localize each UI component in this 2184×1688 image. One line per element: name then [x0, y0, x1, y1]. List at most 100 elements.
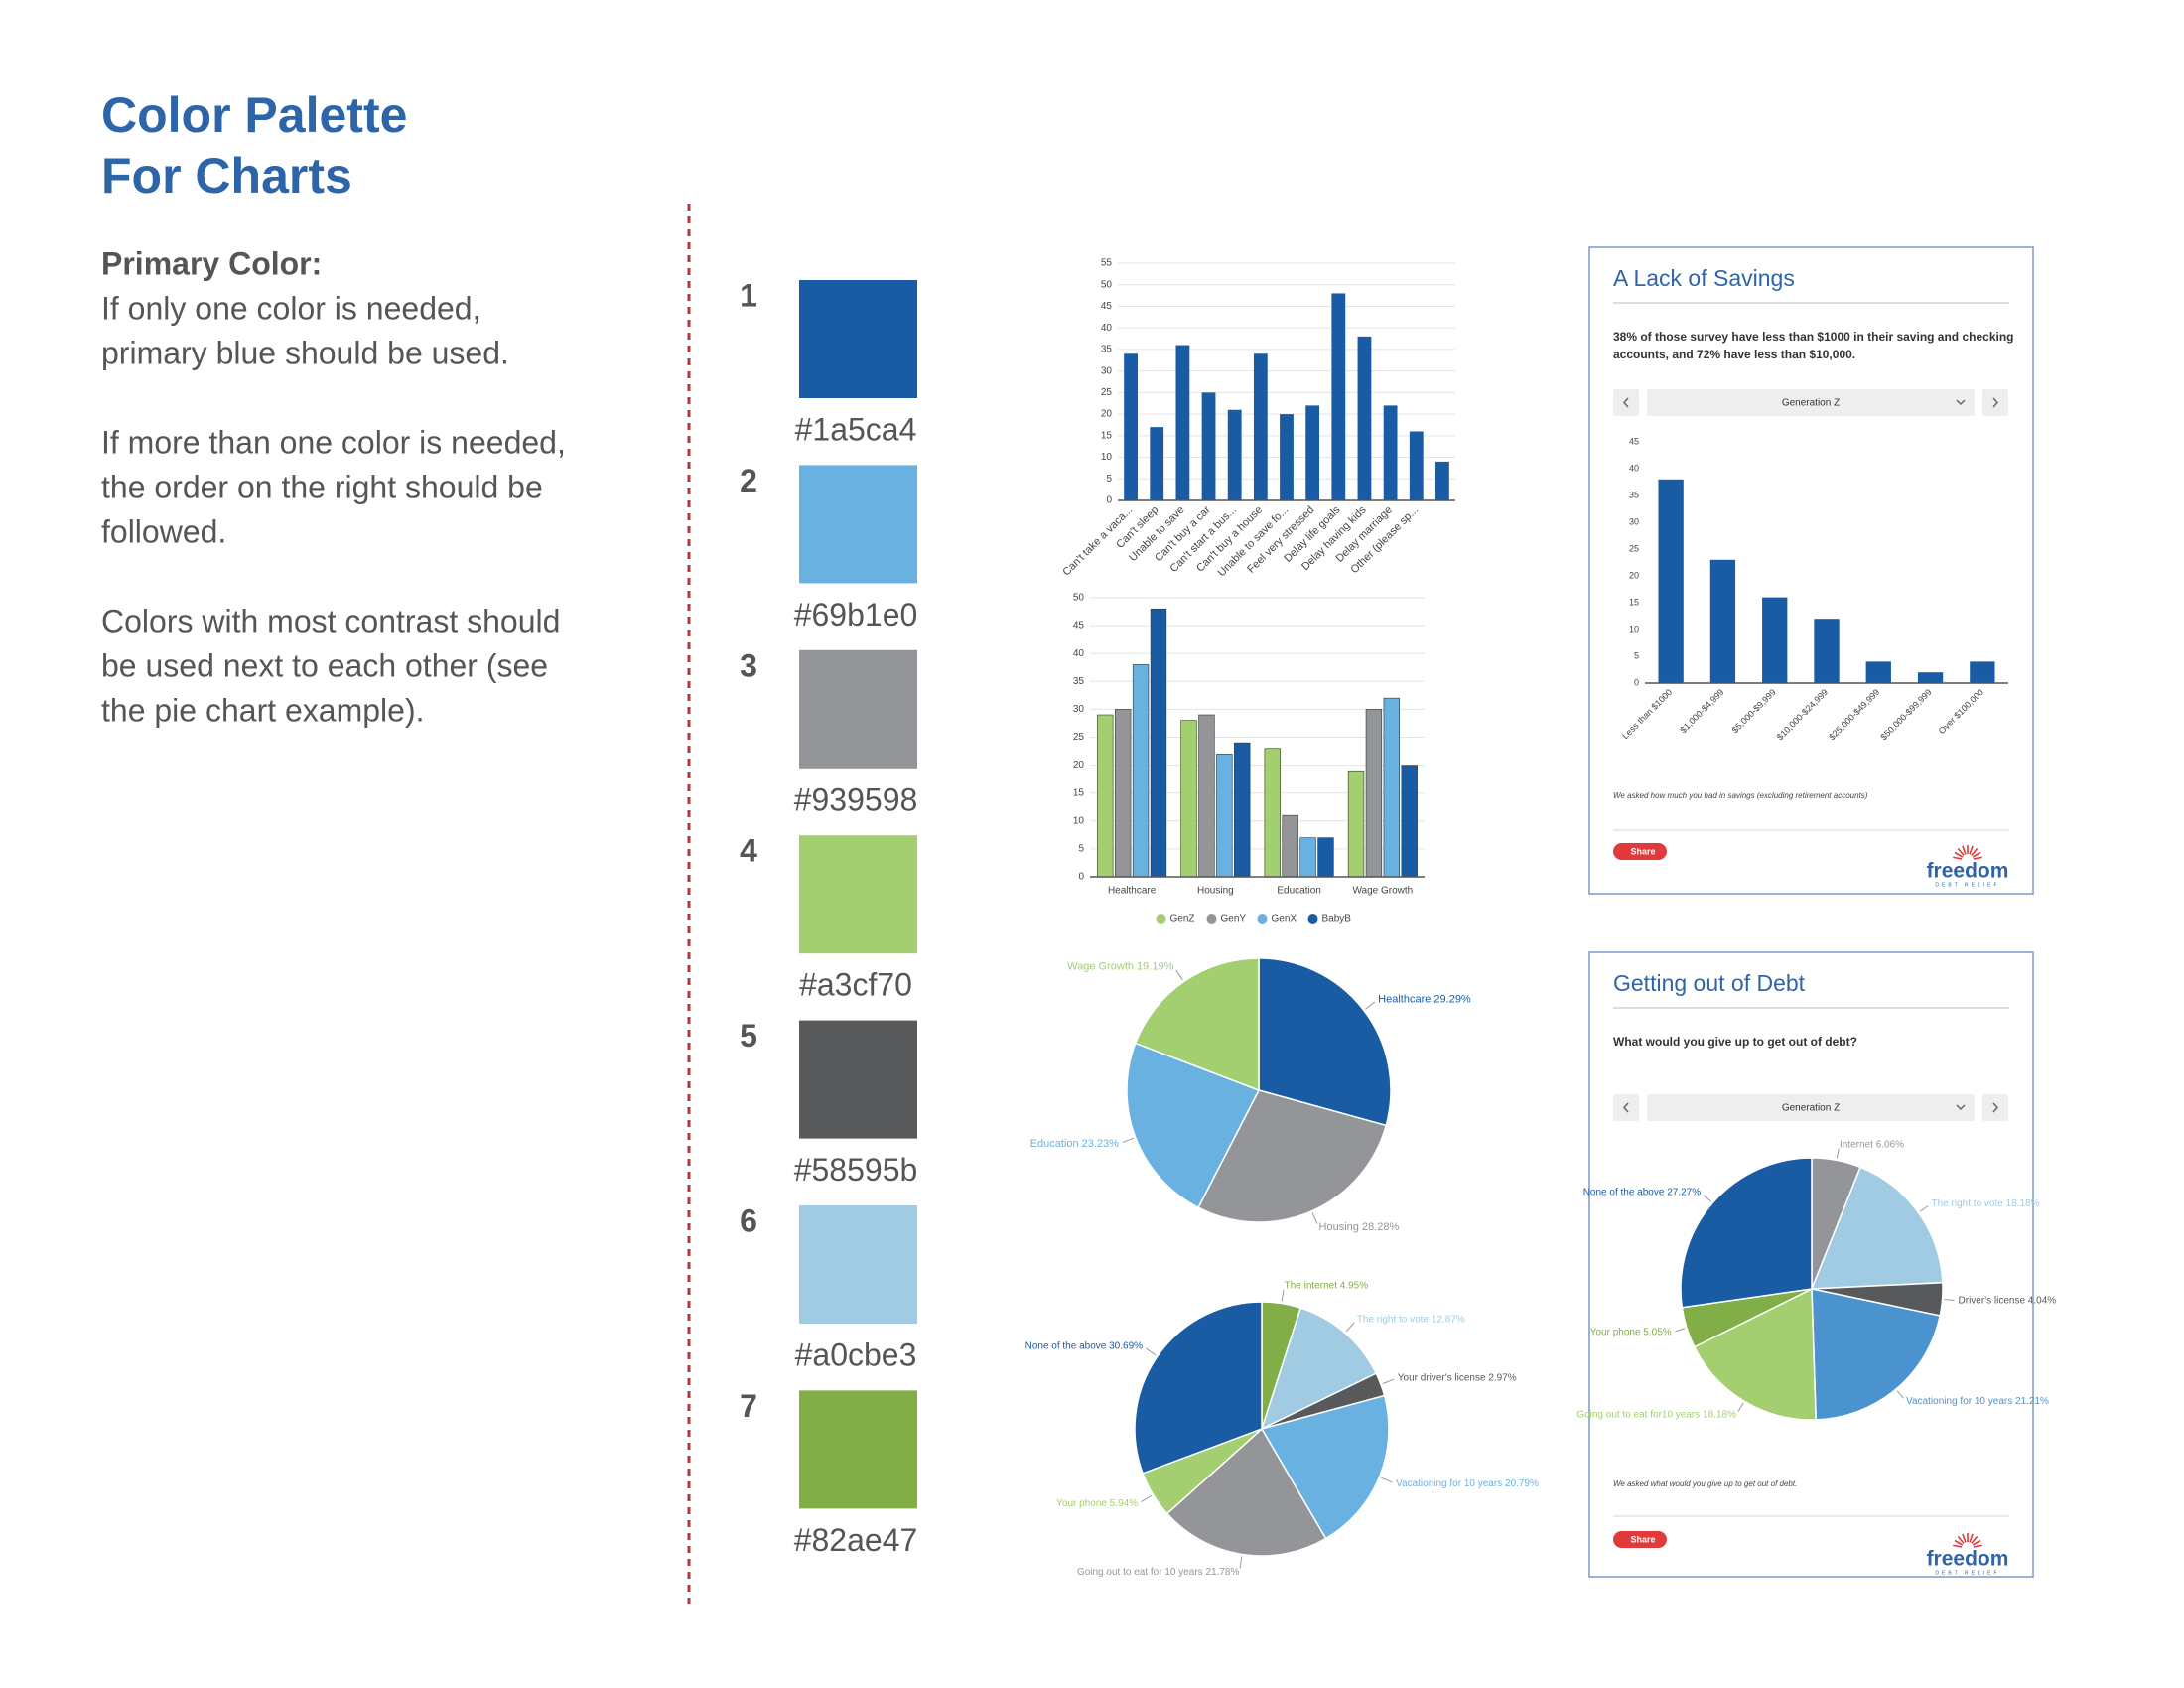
card-title: A Lack of Savings	[1613, 265, 1795, 291]
slice-label: Your phone 5.94%	[1056, 1498, 1138, 1509]
next-button[interactable]	[1982, 389, 2008, 416]
footnote: We asked what would you give up to get o…	[1613, 1479, 1797, 1488]
y-tick-label: 0	[1078, 872, 1084, 883]
swatch-number: 3	[740, 647, 757, 683]
bar	[1305, 405, 1320, 500]
bar	[1180, 720, 1197, 878]
bar	[1917, 672, 1944, 683]
bar	[1216, 754, 1233, 878]
swatch	[799, 1205, 917, 1324]
y-tick-label: 10	[1101, 452, 1113, 463]
legend-label: BabyB	[1322, 914, 1352, 925]
slice-label: Housing 28.28%	[1319, 1221, 1400, 1233]
logo-ray	[1954, 851, 1964, 858]
dropdown[interactable]	[1647, 1094, 1975, 1121]
share-button[interactable]	[1613, 843, 1667, 860]
paragraph-line: If more than one color is needed,	[101, 424, 566, 460]
bar	[1435, 461, 1449, 500]
next-button[interactable]	[1982, 1094, 2008, 1121]
bar	[1299, 837, 1316, 878]
logo: freedom	[1927, 860, 2009, 883]
pie-slice	[1260, 1307, 1378, 1431]
pie-slice	[1126, 1042, 1261, 1209]
card-title: Getting out of Debt	[1613, 970, 1806, 996]
y-tick-label: 20	[1101, 409, 1113, 420]
logo-ray	[1969, 1533, 1974, 1543]
legend-label: GenX	[1272, 914, 1297, 925]
bar	[1280, 414, 1294, 500]
slice-label: Your driver's license 2.97%	[1398, 1373, 1517, 1384]
y-tick-label: 15	[1629, 597, 1639, 607]
legend-swatch	[1257, 914, 1268, 924]
logo-ray	[1953, 856, 1963, 860]
slice-label: Wage Growth 19.19%	[1067, 961, 1173, 973]
leader-line	[1381, 1477, 1393, 1483]
leader-line	[1896, 1390, 1904, 1399]
bar	[1762, 597, 1788, 683]
pie-slice	[1680, 1157, 1813, 1309]
swatch-number: 1	[740, 277, 757, 313]
bar	[1401, 765, 1418, 878]
y-tick-label: 0	[1634, 677, 1639, 687]
y-tick-label: 35	[1101, 345, 1113, 355]
dropdown-label: Generation Z	[1782, 1103, 1840, 1114]
pie-slice	[1165, 1427, 1327, 1557]
dropdown[interactable]	[1647, 389, 1975, 416]
y-tick-label: 5	[1634, 650, 1639, 660]
paragraph-line: primary blue should be used.	[101, 335, 509, 370]
bar	[1383, 697, 1401, 878]
legend-swatch	[1206, 914, 1217, 924]
bar	[1409, 431, 1424, 500]
leader-line	[1675, 1328, 1686, 1333]
y-tick-label: 45	[1073, 621, 1085, 632]
bar	[1264, 748, 1281, 878]
bar	[1865, 661, 1891, 683]
bar	[1175, 345, 1190, 500]
swatch	[799, 465, 917, 584]
prev-button[interactable]	[1613, 1094, 1639, 1121]
y-tick-label: 45	[1629, 436, 1639, 446]
paragraph-line: followed.	[101, 513, 226, 549]
slice-label: The right to vote 12.87%	[1357, 1314, 1465, 1325]
swatch	[799, 280, 917, 398]
logo-ray	[1957, 847, 1965, 856]
y-tick-label: 25	[1629, 543, 1639, 553]
swatch	[799, 1020, 917, 1139]
y-tick-label: 35	[1073, 676, 1085, 687]
logo-subtitle: DEBT RELIEF	[1935, 882, 1999, 888]
leader-line	[1919, 1205, 1929, 1212]
next-icon	[1992, 397, 1999, 408]
swatch	[799, 835, 917, 954]
bar	[1132, 664, 1150, 878]
y-tick-label: 15	[1073, 787, 1085, 798]
share-button[interactable]	[1613, 1531, 1667, 1548]
logo-ray	[1954, 1539, 1964, 1546]
x-tick-label: Wage Growth	[1352, 886, 1413, 897]
bar	[1383, 405, 1398, 500]
bar	[1282, 814, 1298, 878]
swatch-number: 2	[740, 463, 757, 498]
prev-button[interactable]	[1613, 389, 1639, 416]
y-tick-label: 20	[1073, 760, 1085, 771]
heading: Primary Color:	[101, 245, 322, 281]
legend-swatch	[1307, 914, 1318, 924]
paragraph-line: If only one color is needed,	[101, 290, 480, 326]
legend-label: GenY	[1221, 914, 1247, 925]
leader-line	[1345, 1322, 1355, 1333]
leader-line	[1836, 1148, 1840, 1159]
swatch	[799, 1390, 917, 1509]
leader-line	[1737, 1402, 1744, 1412]
dropdown-label: Generation Z	[1782, 398, 1840, 409]
swatch	[799, 649, 917, 769]
card-description: accounts, and 72% have less than $10,000…	[1613, 348, 1855, 361]
swatch-hex: #a3cf70	[799, 967, 912, 1003]
y-tick-label: 0	[1106, 495, 1112, 506]
pie-slice	[1258, 957, 1392, 1127]
logo-ray	[1972, 851, 1981, 858]
y-tick-label: 25	[1101, 387, 1113, 398]
dropdown-icon	[1956, 1104, 1966, 1111]
slice-label: Vacationing for 10 years 21.21%	[1906, 1396, 2049, 1407]
slice-label: Internet 6.06%	[1840, 1139, 1904, 1150]
bar	[1150, 427, 1164, 500]
